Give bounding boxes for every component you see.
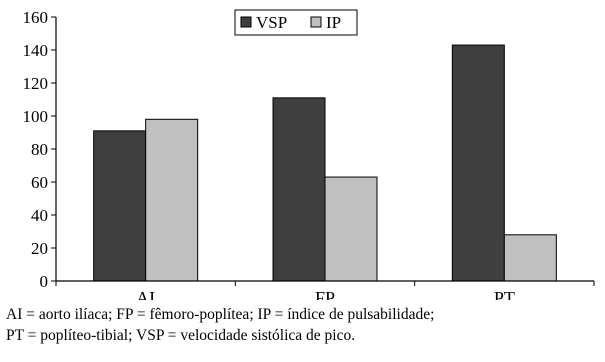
x-tick-label: FP xyxy=(315,288,335,300)
bar-ip-fp xyxy=(324,176,378,282)
y-tick-label: 160 xyxy=(23,8,49,27)
legend-label-vsp: VSP xyxy=(256,13,287,32)
bar-vsp-fp xyxy=(272,97,326,282)
bar-ip-pt xyxy=(503,234,557,282)
bar-chart: AI FP PT 0 20 40 60 80 100 120 140 160 VSP IP xyxy=(23,8,595,300)
y-tick-label: 60 xyxy=(31,173,48,192)
caption-line-1: AI = aorto ilíaca; FP = fêmoro-poplítea;… xyxy=(6,306,435,323)
bar-vsp-pt xyxy=(451,44,505,282)
bar-vsp-ai xyxy=(93,130,147,282)
legend-box xyxy=(234,9,358,36)
y-tick-label: 120 xyxy=(23,74,49,93)
legend-swatch-vsp xyxy=(240,16,252,28)
x-tick-label: PT xyxy=(494,288,515,300)
y-tick-label: 20 xyxy=(31,239,48,258)
axes-layer: AI FP PT 0 20 40 60 80 100 120 140 160 xyxy=(23,8,595,300)
x-tick-label: AI xyxy=(136,288,155,300)
figure-caption: AI = aorto ilíaca; FP = fêmoro-poplítea;… xyxy=(6,304,601,346)
y-tick-label: 0 xyxy=(40,272,49,291)
y-tick-label: 40 xyxy=(31,206,48,225)
caption-line-2: PT = poplíteo-tibial; VSP = velocidade s… xyxy=(6,327,356,344)
bars-layer xyxy=(93,44,557,282)
bar-ip-ai xyxy=(145,118,199,282)
legend: VSP IP xyxy=(234,9,358,36)
y-tick-label: 140 xyxy=(23,41,49,60)
y-tick-label: 100 xyxy=(23,107,49,126)
legend-swatch-ip xyxy=(310,16,322,28)
legend-label-ip: IP xyxy=(326,13,341,32)
y-tick-label: 80 xyxy=(31,140,48,159)
